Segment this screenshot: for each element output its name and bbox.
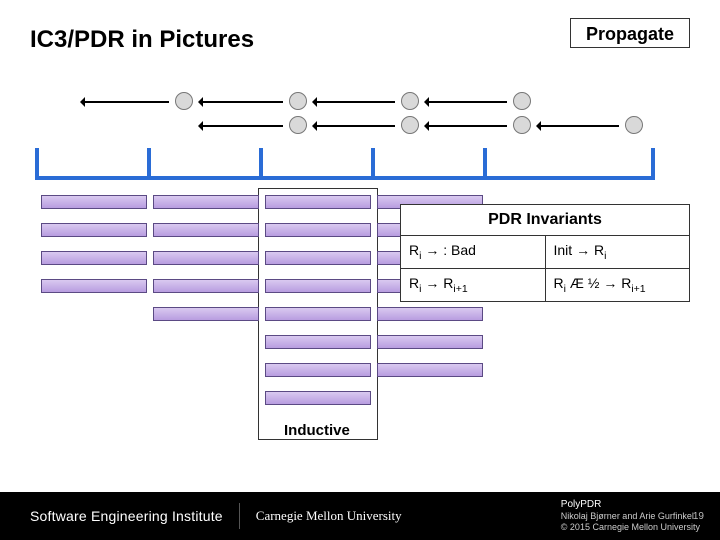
footer-sei: Software Engineering Institute	[30, 508, 223, 524]
clause-bar	[41, 279, 147, 293]
clause-bar	[153, 251, 259, 265]
propagate-button: Propagate	[570, 18, 690, 48]
invariant-row: Ri → : Bad Init → Ri	[401, 236, 689, 269]
pdr-invariants-box: PDR Invariants Ri → : Bad Init → Ri Ri →…	[400, 204, 690, 302]
frame-tick	[483, 148, 487, 178]
footer-right: PolyPDR Nikolaj Bjørner and Arie Gurfink…	[561, 498, 700, 534]
state-node	[175, 92, 193, 110]
inductive-label: Inductive	[284, 422, 350, 439]
footer-separator	[239, 503, 240, 529]
clause-bar	[265, 251, 371, 265]
clause-bar	[265, 195, 371, 209]
frame-tick	[35, 148, 39, 178]
clause-bar	[41, 195, 147, 209]
propagate-label: Propagate	[586, 24, 674, 44]
state-node	[513, 116, 531, 134]
frame-tick	[259, 148, 263, 178]
clause-bar	[265, 391, 371, 405]
clause-bar	[153, 307, 259, 321]
footer-page-number: 19	[693, 510, 704, 523]
frame-tick	[651, 148, 655, 178]
clause-bar	[153, 279, 259, 293]
frame-axis-base	[35, 176, 655, 180]
clause-bar	[265, 307, 371, 321]
transition-arrow	[313, 125, 395, 127]
clause-bar	[377, 335, 483, 349]
pdr-invariants-title: PDR Invariants	[401, 205, 689, 236]
state-node	[625, 116, 643, 134]
frame-tick	[147, 148, 151, 178]
footer-copyright: © 2015 Carnegie Mellon University	[561, 522, 700, 534]
state-node	[289, 92, 307, 110]
transition-arrow	[199, 125, 283, 127]
footer-cmu: Carnegie Mellon University	[256, 508, 402, 524]
clause-bar	[377, 363, 483, 377]
slide-title: IC3/PDR in Pictures	[30, 26, 254, 54]
transition-arrow	[425, 101, 507, 103]
clause-bar	[41, 251, 147, 265]
footer-authors: Nikolaj Bjørner and Arie Gurfinkel	[561, 511, 700, 523]
clause-bar	[153, 223, 259, 237]
invariant-row: Ri → Ri+1 Ri Æ ½ → Ri+1	[401, 269, 689, 301]
clause-bar	[153, 195, 259, 209]
state-node	[289, 116, 307, 134]
transition-arrow	[81, 101, 169, 103]
slide-root: { "title": { "text": "IC3/PDR in Picture…	[0, 0, 720, 540]
invariant-cell: Init → Ri	[545, 236, 690, 269]
frame-tick	[371, 148, 375, 178]
clause-bar	[265, 223, 371, 237]
clause-bar	[265, 363, 371, 377]
invariant-cell: Ri → : Bad	[401, 236, 545, 269]
transition-arrow	[425, 125, 507, 127]
state-node	[401, 116, 419, 134]
footer-bar: Software Engineering Institute Carnegie …	[0, 492, 720, 540]
transition-arrow	[313, 101, 395, 103]
frame-axis	[35, 148, 655, 178]
footer-talk: PolyPDR	[561, 498, 700, 511]
clause-bar	[265, 335, 371, 349]
clause-bar	[41, 223, 147, 237]
transition-arrow	[199, 101, 283, 103]
invariant-cell: Ri Æ ½ → Ri+1	[545, 269, 690, 301]
state-node	[401, 92, 419, 110]
clause-bar	[265, 279, 371, 293]
invariant-cell: Ri → Ri+1	[401, 269, 545, 301]
state-node	[513, 92, 531, 110]
transition-arrow	[537, 125, 619, 127]
clause-bar	[377, 307, 483, 321]
